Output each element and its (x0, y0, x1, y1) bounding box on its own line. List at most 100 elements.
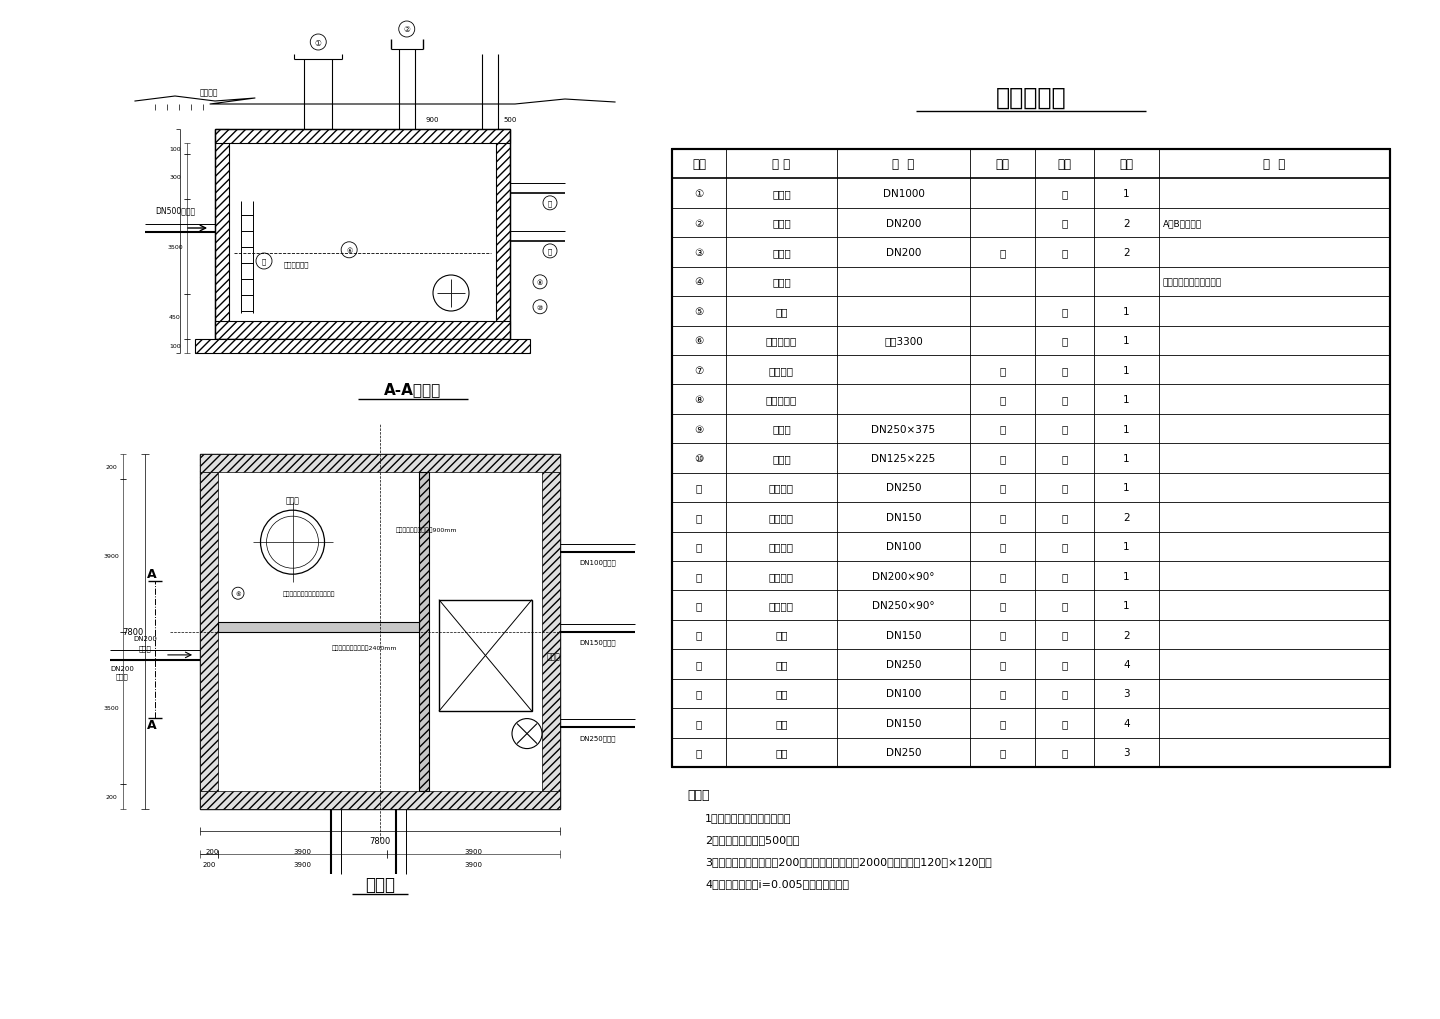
Text: 500: 500 (504, 117, 517, 123)
Bar (672, 150, 1390, 767)
Text: A: A (147, 718, 157, 732)
Text: 钢制弯头: 钢制弯头 (769, 600, 793, 610)
Text: DN250出水管: DN250出水管 (580, 734, 616, 741)
Text: 钢: 钢 (999, 453, 1005, 464)
Text: DN100排水管: DN100排水管 (580, 558, 616, 566)
Text: 钢: 钢 (999, 248, 1005, 258)
Text: 3500: 3500 (167, 245, 183, 250)
Text: 1: 1 (1123, 336, 1130, 345)
Text: ⑦: ⑦ (694, 366, 704, 375)
Text: 3900: 3900 (104, 553, 120, 558)
Text: DN150: DN150 (886, 718, 922, 729)
Text: 检修孔: 检修孔 (285, 496, 300, 505)
Text: 水位传示仪: 水位传示仪 (766, 336, 798, 345)
Text: A-A剖面图: A-A剖面图 (384, 382, 441, 397)
Text: 900: 900 (425, 117, 439, 123)
Text: 1: 1 (1123, 394, 1130, 405)
Text: DN200: DN200 (886, 248, 922, 258)
Text: DN200
进水管: DN200 进水管 (109, 665, 134, 679)
Text: 钢筋数量按实际情况确定: 钢筋数量按实际情况确定 (1164, 277, 1223, 286)
Text: 7800: 7800 (122, 628, 144, 637)
Text: 只: 只 (1061, 218, 1067, 228)
Text: 单位: 单位 (1057, 158, 1071, 171)
Text: 允许最低水位: 允许最低水位 (284, 261, 310, 267)
Text: DN200: DN200 (886, 218, 922, 228)
Text: ⑥: ⑥ (346, 248, 353, 254)
Text: 穿墙套管: 穿墙套管 (769, 483, 793, 493)
Bar (495, 129, 510, 339)
Text: 法兰: 法兰 (775, 659, 788, 669)
Text: 法兰: 法兰 (775, 630, 788, 640)
Text: DN100: DN100 (886, 542, 922, 551)
Text: ⑧: ⑧ (537, 279, 543, 285)
Text: 钢: 钢 (999, 748, 1005, 757)
Text: 450: 450 (168, 315, 181, 320)
Text: 片: 片 (1061, 630, 1067, 640)
Text: 2: 2 (1123, 248, 1130, 258)
Bar (200, 454, 560, 809)
Text: 穿墙套管: 穿墙套管 (769, 542, 793, 551)
Text: 铁梯: 铁梯 (775, 307, 788, 317)
Text: ④: ④ (694, 277, 704, 287)
Text: ⑰: ⑰ (696, 659, 703, 669)
Text: 1: 1 (1123, 483, 1130, 493)
Text: 钢: 钢 (999, 689, 1005, 699)
Bar (200, 473, 217, 791)
Text: 只: 只 (1061, 483, 1067, 493)
Text: 3900: 3900 (294, 861, 311, 867)
Text: ⑯: ⑯ (696, 630, 703, 640)
Text: 米: 米 (1061, 689, 1067, 699)
Text: 只: 只 (1061, 189, 1067, 199)
Text: ⑮: ⑮ (696, 600, 703, 610)
Text: 200: 200 (202, 861, 216, 867)
Text: 吸水箱: 吸水箱 (547, 651, 560, 660)
Text: ①: ① (694, 189, 704, 199)
Text: 米: 米 (1061, 748, 1067, 757)
Text: 1: 1 (1123, 189, 1130, 199)
Text: 只: 只 (1061, 394, 1067, 405)
Text: 3500: 3500 (104, 705, 120, 710)
Text: ⑭: ⑭ (696, 572, 703, 581)
Text: 3900: 3900 (465, 861, 482, 867)
Text: 2: 2 (1123, 630, 1130, 640)
Text: 钢管: 钢管 (775, 718, 788, 729)
Text: 4: 4 (1123, 718, 1130, 729)
Bar (194, 339, 530, 354)
Text: 1: 1 (1123, 424, 1130, 434)
Text: 只: 只 (1061, 513, 1067, 523)
Text: 通风帽: 通风帽 (772, 218, 791, 228)
Text: ⑥: ⑥ (235, 591, 240, 596)
Text: 喇叭口支架: 喇叭口支架 (766, 394, 798, 405)
Bar (215, 129, 229, 339)
Text: ⑩: ⑩ (694, 453, 704, 464)
Text: 钢: 钢 (999, 424, 1005, 434)
Text: ⑪: ⑪ (696, 483, 703, 493)
Text: 200: 200 (105, 794, 117, 799)
Text: 只: 只 (1061, 424, 1067, 434)
Text: 2: 2 (1123, 218, 1130, 228)
Bar (215, 322, 510, 339)
Text: 平面图: 平面图 (364, 875, 395, 893)
Text: DN125×225: DN125×225 (871, 453, 936, 464)
Text: 付: 付 (1061, 366, 1067, 375)
Text: 只: 只 (1061, 572, 1067, 581)
Text: 钢: 钢 (999, 718, 1005, 729)
Text: 钢管: 钢管 (775, 748, 788, 757)
Text: 喇叭管、高出混凝土面900mm: 喇叭管、高出混凝土面900mm (396, 527, 458, 533)
Text: 钢: 钢 (999, 483, 1005, 493)
Text: 4: 4 (1123, 659, 1130, 669)
Text: ⑭: ⑭ (547, 201, 552, 207)
Text: DN150: DN150 (886, 630, 922, 640)
Text: 钢: 钢 (999, 394, 1005, 405)
Text: 4、池底排水坡定i=0.005，坡向集水坑。: 4、池底排水坡定i=0.005，坡向集水坑。 (706, 878, 850, 889)
Text: DN250: DN250 (886, 748, 922, 757)
Bar (200, 454, 560, 473)
Text: ②: ② (403, 25, 410, 35)
Text: 穿墙套管: 穿墙套管 (769, 513, 793, 523)
Text: 3900: 3900 (465, 848, 482, 854)
Text: 钢: 钢 (999, 659, 1005, 669)
Text: 套: 套 (1061, 336, 1067, 345)
Text: ⑥: ⑥ (694, 336, 704, 345)
Text: DN500进水管: DN500进水管 (156, 206, 194, 215)
Text: DN250: DN250 (886, 659, 922, 669)
